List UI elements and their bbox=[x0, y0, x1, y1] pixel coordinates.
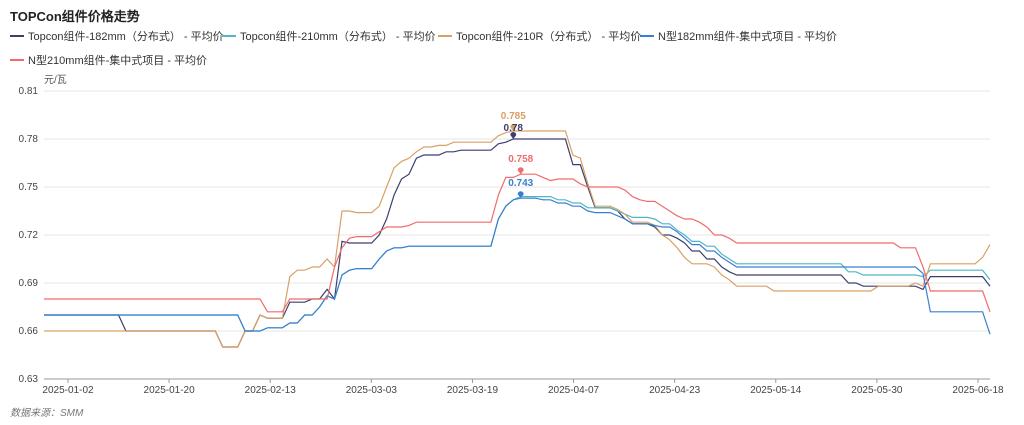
series-line-3 bbox=[44, 130, 991, 348]
x-tick-label: 2025-02-13 bbox=[245, 385, 297, 396]
legend-swatch bbox=[222, 35, 236, 37]
x-tick-label: 2025-03-19 bbox=[447, 385, 499, 396]
chart-title: TOPCon组件价格走势 bbox=[10, 9, 140, 24]
x-tick-label: 2025-05-30 bbox=[851, 385, 903, 396]
legend-item-series-3[interactable]: Topcon组件-210R（分布式） - 平均价 bbox=[438, 28, 641, 44]
legend-label: Topcon组件-210mm（分布式） - 平均价 bbox=[240, 31, 436, 43]
x-tick-label: 2025-03-03 bbox=[346, 385, 398, 396]
y-tick-label: 0.81 bbox=[19, 86, 39, 97]
legend-item-series-4[interactable]: N型182mm组件-集中式项目 - 平均价 bbox=[640, 28, 837, 44]
data-label: 0.743 bbox=[508, 178, 533, 189]
y-axis-unit: 元/瓦 bbox=[44, 75, 67, 86]
data-point-marker bbox=[517, 167, 524, 175]
data-label: 0.78 bbox=[504, 123, 524, 134]
data-point-marker bbox=[510, 124, 517, 131]
series-line-2 bbox=[44, 196, 991, 332]
y-tick-label: 0.78 bbox=[19, 134, 39, 145]
data-point-marker bbox=[517, 191, 524, 199]
data-label: 0.758 bbox=[508, 154, 533, 165]
y-tick-label: 0.63 bbox=[19, 374, 39, 385]
x-tick-label: 2025-01-20 bbox=[144, 385, 196, 396]
x-tick-label: 2025-04-07 bbox=[548, 385, 600, 396]
legend-label: Topcon组件-182mm（分布式） - 平均价 bbox=[28, 31, 224, 43]
y-tick-label: 0.75 bbox=[19, 182, 39, 193]
legend-label: N型182mm组件-集中式项目 - 平均价 bbox=[658, 31, 838, 43]
legend-label: Topcon组件-210R（分布式） - 平均价 bbox=[456, 31, 642, 43]
series-line-4 bbox=[44, 197, 991, 335]
x-tick-label: 2025-04-23 bbox=[649, 385, 701, 396]
x-tick-label: 2025-05-14 bbox=[750, 385, 802, 396]
legend-swatch bbox=[10, 59, 24, 61]
y-tick-label: 0.72 bbox=[19, 230, 39, 241]
y-tick-label: 0.69 bbox=[19, 278, 39, 289]
legend-swatch bbox=[640, 35, 654, 37]
legend-label: N型210mm组件-集中式项目 - 平均价 bbox=[28, 55, 208, 67]
legend-item-series-5[interactable]: N型210mm组件-集中式项目 - 平均价 bbox=[10, 52, 207, 68]
legend-item-series-2[interactable]: Topcon组件-210mm（分布式） - 平均价 bbox=[222, 28, 436, 44]
y-tick-label: 0.66 bbox=[19, 326, 39, 337]
x-tick-label: 2025-01-02 bbox=[42, 385, 94, 396]
legend-swatch bbox=[438, 35, 452, 37]
data-source: 数据来源：SMM bbox=[10, 408, 84, 419]
legend-item-series-1[interactable]: Topcon组件-182mm（分布式） - 平均价 bbox=[10, 28, 224, 44]
legend-swatch bbox=[10, 35, 24, 37]
series-line-5 bbox=[44, 173, 991, 313]
x-tick-label: 2025-06-18 bbox=[952, 385, 1004, 396]
data-point-marker bbox=[510, 132, 517, 139]
data-label: 0.785 bbox=[501, 111, 526, 122]
